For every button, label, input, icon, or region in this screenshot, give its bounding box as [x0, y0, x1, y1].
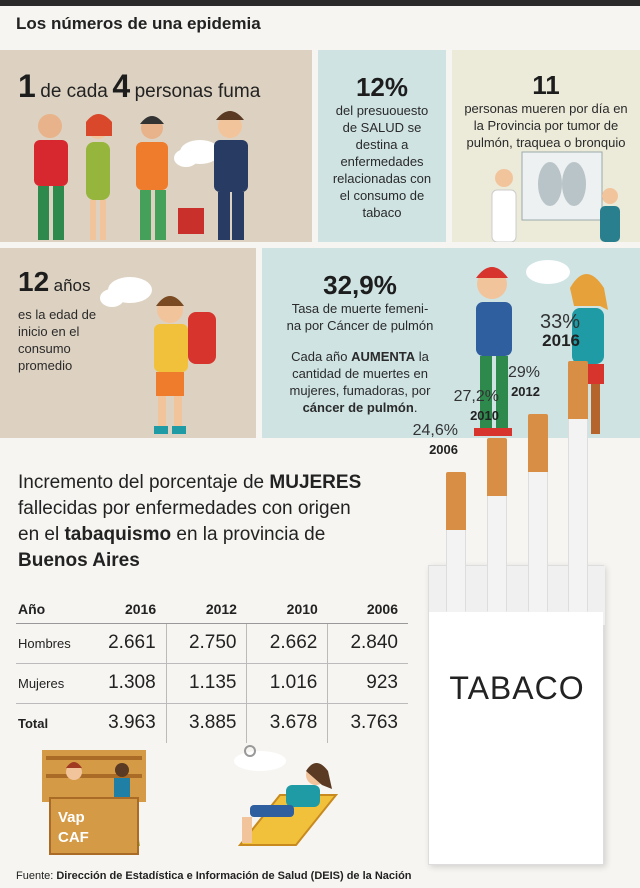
couple-illustration: [474, 260, 608, 436]
budget-line: relacionadas con: [332, 171, 432, 186]
deaths-panel: 11 personas mueren por día en la Provinc…: [452, 50, 640, 242]
budget-line: de SALUD se: [342, 120, 422, 135]
p1-bold: AUMENTA: [351, 349, 416, 364]
deaths-text: personas mueren por día en la Provincia …: [452, 100, 640, 151]
vape-sign: Vap CAF: [58, 808, 89, 848]
deaths-line: la Provincia por tumor de: [473, 118, 619, 133]
table-cell: 1.135: [165, 663, 247, 704]
p2-text: cantidad de muertes en: [292, 366, 428, 381]
cigarette-filter: [487, 438, 507, 496]
table-cell: 2.750: [165, 623, 247, 664]
lounger-illustration: [234, 745, 339, 846]
table-header: 2016: [86, 595, 167, 624]
age-text: es la edad de inicio en el consumo prome…: [18, 306, 96, 374]
vape-sign-line2: CAF: [58, 829, 89, 846]
row-label: Hombres: [16, 623, 86, 664]
increase-line3-tail: en la provincia de: [171, 524, 326, 545]
p1-text: Cada año: [291, 349, 352, 364]
increase-line1: Incremento del porcentaje de: [18, 472, 270, 493]
women-rate-line: na por Cáncer de pulmón: [286, 318, 434, 333]
table-cell: 3.963: [108, 712, 156, 734]
age-value: 12: [18, 266, 50, 297]
table-cell: 2.662: [246, 623, 328, 664]
table-header: 2012: [166, 595, 247, 624]
smokers-text-1: de cada: [40, 81, 108, 102]
smokers-number-2: 4: [112, 68, 131, 104]
bar-year-label: 2006: [429, 442, 458, 457]
footer-prefix: Fuente:: [16, 870, 57, 882]
women-rate-desc: Tasa de muerte femeni- na por Cáncer de …: [262, 300, 458, 334]
smokers-panel: 1 de cada 4 personas fuma: [0, 50, 312, 242]
pack-lid: [429, 566, 605, 626]
table-cell: 1.308: [86, 663, 167, 704]
p3-text: mujeres, fumadoras, por: [289, 383, 431, 398]
age-unit: años: [53, 276, 91, 295]
smokers-number-1: 1: [18, 68, 36, 104]
budget-line: el consumo de: [339, 188, 425, 203]
smokers-illustration: [34, 111, 248, 240]
table-cell: 3.763: [327, 703, 408, 743]
table-cell: 3.678: [246, 703, 328, 743]
vape-shop-illustration: Vap CAF: [38, 746, 158, 858]
increase-line2: fallecidas por enfermedades con origen: [18, 498, 351, 519]
deaths-value: 11: [532, 70, 560, 100]
increase-mujeres: MUJERES: [269, 472, 362, 493]
budget-text: del presuouesto de SALUD se destina a en…: [318, 102, 446, 221]
row-label: Mujeres: [16, 663, 86, 704]
increase-line3: en el: [18, 524, 65, 545]
table-cell: 3.885: [165, 703, 247, 743]
table-header: 2006: [327, 595, 408, 624]
teen-illustration: [100, 277, 216, 434]
footer: Fuente: Dirección de Estadística e Infor…: [16, 870, 412, 882]
age-line: consumo: [18, 341, 71, 356]
budget-line: tabaco: [362, 205, 402, 220]
budget-value: 12%: [355, 72, 409, 102]
smokers-headline: 1 de cada 4 personas fuma: [18, 68, 260, 105]
cigarette-pack: TABACO: [428, 565, 605, 865]
age-panel: 12 años es la edad de inicio en el consu…: [0, 248, 256, 438]
table-header-row: Año 2016 2012 2010 2006: [16, 595, 408, 624]
vape-sign-line1: Vap: [58, 809, 85, 826]
increase-heading: Incremento del porcentaje de MUJERES fal…: [18, 470, 361, 574]
top-bar: [0, 0, 640, 6]
deaths-table: Año 2016 2012 2010 2006 Hombres 2.661 2.…: [16, 595, 408, 743]
table-header: 2010: [246, 595, 328, 624]
increase-tabaquismo: tabaquismo: [64, 524, 172, 545]
table-header: Año: [16, 595, 86, 624]
increase-line4: Buenos Aires: [18, 550, 140, 571]
pack-label: TABACO: [449, 670, 585, 706]
smokers-text-2: personas fuma: [134, 81, 261, 102]
p4-bold: cáncer de pulmón: [302, 400, 414, 415]
table-cell: 2.661: [86, 623, 167, 664]
table-row: Hombres 2.661 2.750 2.662 2.840: [16, 623, 408, 664]
budget-panel: 12% del presuouesto de SALUD se destina …: [318, 50, 446, 242]
women-rate-value: 32,9%: [323, 270, 397, 300]
cigarette-filter: [446, 472, 466, 530]
row-label: Total: [18, 715, 49, 731]
budget-line: enfermedades: [340, 154, 424, 169]
table-cell: 1.016: [246, 663, 328, 704]
age-headline: 12 años: [18, 266, 90, 298]
p1-tail: la: [415, 349, 429, 364]
deaths-line: personas mueren por día en: [464, 101, 628, 116]
doctors-illustration: [491, 151, 620, 242]
budget-line: destina a: [355, 137, 409, 152]
table-row-total: Total 3.963 3.885 3.678 3.763: [16, 703, 408, 743]
women-rate-line: Tasa de muerte femeni-: [291, 301, 429, 316]
footer-source: Dirección de Estadística e Información d…: [56, 870, 412, 882]
women-rate-paragraph: Cada año AUMENTA la cantidad de muertes …: [262, 348, 458, 416]
table-row: Mujeres 1.308 1.135 1.016 923: [16, 663, 408, 704]
page-title: Los números de una epidemia: [16, 14, 261, 33]
table-cell: 923: [327, 663, 408, 704]
age-line: es la edad de: [18, 307, 97, 322]
deaths-line: pulmón, traquea o bronquio: [466, 135, 626, 150]
p4-tail: .: [413, 400, 418, 415]
vape-shop-graphic: [42, 750, 146, 855]
age-line: inicio en el: [18, 324, 80, 339]
age-line: promedio: [18, 358, 73, 373]
women-rate-panel: 32,9% Tasa de muerte femeni- na por Cánc…: [262, 248, 640, 438]
budget-line: del presuouesto: [335, 103, 429, 118]
table-cell: 2.840: [327, 623, 408, 664]
